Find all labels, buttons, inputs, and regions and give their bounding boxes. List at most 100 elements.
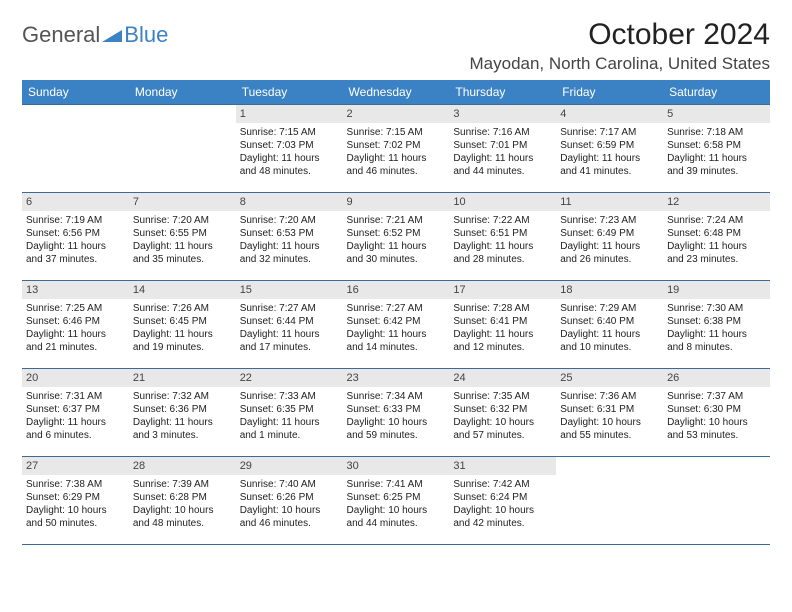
calendar-cell: 22Sunrise: 7:33 AMSunset: 6:35 PMDayligh… xyxy=(236,369,343,457)
day-number: 6 xyxy=(22,193,129,211)
daylight-line: Daylight: 11 hours and 19 minutes. xyxy=(133,328,232,354)
weekday-header: Monday xyxy=(129,80,236,105)
sunrise-line: Sunrise: 7:33 AM xyxy=(240,390,339,403)
calendar-cell: 18Sunrise: 7:29 AMSunset: 6:40 PMDayligh… xyxy=(556,281,663,369)
daylight-line: Daylight: 10 hours and 44 minutes. xyxy=(347,504,446,530)
day-number: 21 xyxy=(129,369,236,387)
sunset-line: Sunset: 7:03 PM xyxy=(240,139,339,152)
sunset-line: Sunset: 6:51 PM xyxy=(453,227,552,240)
daylight-line: Daylight: 10 hours and 48 minutes. xyxy=(133,504,232,530)
daylight-line: Daylight: 11 hours and 21 minutes. xyxy=(26,328,125,354)
calendar-cell xyxy=(22,105,129,193)
daylight-line: Daylight: 10 hours and 55 minutes. xyxy=(560,416,659,442)
sunrise-line: Sunrise: 7:20 AM xyxy=(133,214,232,227)
sunset-line: Sunset: 6:41 PM xyxy=(453,315,552,328)
logo-text-blue: Blue xyxy=(124,22,168,48)
sunrise-line: Sunrise: 7:19 AM xyxy=(26,214,125,227)
daylight-line: Daylight: 11 hours and 1 minute. xyxy=(240,416,339,442)
day-number: 7 xyxy=(129,193,236,211)
sunset-line: Sunset: 6:33 PM xyxy=(347,403,446,416)
daylight-line: Daylight: 11 hours and 41 minutes. xyxy=(560,152,659,178)
sunset-line: Sunset: 6:44 PM xyxy=(240,315,339,328)
calendar-cell: 5Sunrise: 7:18 AMSunset: 6:58 PMDaylight… xyxy=(663,105,770,193)
calendar-cell: 3Sunrise: 7:16 AMSunset: 7:01 PMDaylight… xyxy=(449,105,556,193)
calendar-cell: 1Sunrise: 7:15 AMSunset: 7:03 PMDaylight… xyxy=(236,105,343,193)
calendar-row: 6 Sunrise: 7:19 AMSunset: 6:56 PM Daylight… xyxy=(22,193,770,281)
daylight-line: Daylight: 10 hours and 50 minutes. xyxy=(26,504,125,530)
sunrise-line: Sunrise: 7:36 AM xyxy=(560,390,659,403)
calendar-row: 13Sunrise: 7:25 AMSunset: 6:46 PMDayligh… xyxy=(22,281,770,369)
logo-triangle-icon xyxy=(102,28,122,42)
calendar-cell: 28Sunrise: 7:39 AMSunset: 6:28 PMDayligh… xyxy=(129,457,236,545)
calendar-row: 1Sunrise: 7:15 AMSunset: 7:03 PMDaylight… xyxy=(22,105,770,193)
calendar-cell: 13Sunrise: 7:25 AMSunset: 6:46 PMDayligh… xyxy=(22,281,129,369)
day-number: 31 xyxy=(449,457,556,475)
sunset-line: Sunset: 6:37 PM xyxy=(26,403,125,416)
daylight-line: Daylight: 11 hours and 28 minutes. xyxy=(453,240,552,266)
daylight-line: Daylight: 11 hours and 12 minutes. xyxy=(453,328,552,354)
day-number: 9 xyxy=(343,193,450,211)
sunset-line: Sunset: 6:45 PM xyxy=(133,315,232,328)
daylight-line: Daylight: 11 hours and 6 minutes. xyxy=(26,416,125,442)
daylight-line: Daylight: 10 hours and 42 minutes. xyxy=(453,504,552,530)
sunrise-line: Sunrise: 7:42 AM xyxy=(453,478,552,491)
sunrise-line: Sunrise: 7:23 AM xyxy=(560,214,659,227)
day-number: 30 xyxy=(343,457,450,475)
sunset-line: Sunset: 6:40 PM xyxy=(560,315,659,328)
sunset-line: Sunset: 6:56 PM xyxy=(26,227,125,240)
day-number: 14 xyxy=(129,281,236,299)
daylight-line: Daylight: 11 hours and 39 minutes. xyxy=(667,152,766,178)
calendar-cell: 23 Sunrise: 7:34 AMSunset: 6:33 PMDayligh… xyxy=(343,369,450,457)
daylight-line: Daylight: 10 hours and 46 minutes. xyxy=(240,504,339,530)
sunset-line: Sunset: 6:30 PM xyxy=(667,403,766,416)
day-number: 12 xyxy=(663,193,770,211)
day-number: 29 xyxy=(236,457,343,475)
day-number: 2 xyxy=(343,105,450,123)
sunrise-line: Sunrise: 7:34 AM xyxy=(347,390,446,403)
daylight-line: Daylight: 11 hours and 3 minutes. xyxy=(133,416,232,442)
day-number: 15 xyxy=(236,281,343,299)
day-number: 8 xyxy=(236,193,343,211)
daylight-line: Daylight: 11 hours and 32 minutes. xyxy=(240,240,339,266)
calendar-cell: 24Sunrise: 7:35 AMSunset: 6:32 PMDayligh… xyxy=(449,369,556,457)
daylight-line: Daylight: 10 hours and 57 minutes. xyxy=(453,416,552,442)
calendar-cell: 7Sunrise: 7:20 AMSunset: 6:55 PMDaylight… xyxy=(129,193,236,281)
day-number: 4 xyxy=(556,105,663,123)
logo-text-general: General xyxy=(22,22,100,48)
sunset-line: Sunset: 6:59 PM xyxy=(560,139,659,152)
logo: General Blue xyxy=(22,18,168,48)
sunset-line: Sunset: 6:35 PM xyxy=(240,403,339,416)
sunrise-line: Sunrise: 7:22 AM xyxy=(453,214,552,227)
weekday-header: Saturday xyxy=(663,80,770,105)
sunrise-line: Sunrise: 7:28 AM xyxy=(453,302,552,315)
daylight-line: Daylight: 10 hours and 59 minutes. xyxy=(347,416,446,442)
calendar-row: 20Sunrise: 7:31 AMSunset: 6:37 PMDayligh… xyxy=(22,369,770,457)
calendar-cell xyxy=(556,457,663,545)
calendar-cell: 21Sunrise: 7:32 AMSunset: 6:36 PMDayligh… xyxy=(129,369,236,457)
daylight-line: Daylight: 11 hours and 26 minutes. xyxy=(560,240,659,266)
calendar-cell: 10Sunrise: 7:22 AMSunset: 6:51 PMDayligh… xyxy=(449,193,556,281)
sunrise-line: Sunrise: 7:38 AM xyxy=(26,478,125,491)
calendar-table: Sunday Monday Tuesday Wednesday Thursday… xyxy=(22,80,770,545)
calendar-cell: 30Sunrise: 7:41 AMSunset: 6:25 PMDayligh… xyxy=(343,457,450,545)
sunset-line: Sunset: 6:55 PM xyxy=(133,227,232,240)
sunrise-line: Sunrise: 7:15 AM xyxy=(240,126,339,139)
day-number: 23 xyxy=(343,369,450,387)
sunrise-line: Sunrise: 7:37 AM xyxy=(667,390,766,403)
calendar-cell: 15Sunrise: 7:27 AMSunset: 6:44 PMDayligh… xyxy=(236,281,343,369)
sunrise-line: Sunrise: 7:17 AM xyxy=(560,126,659,139)
weekday-header: Tuesday xyxy=(236,80,343,105)
sunset-line: Sunset: 6:29 PM xyxy=(26,491,125,504)
daylight-line: Daylight: 11 hours and 23 minutes. xyxy=(667,240,766,266)
sunset-line: Sunset: 6:28 PM xyxy=(133,491,232,504)
weekday-header: Sunday xyxy=(22,80,129,105)
daylight-line: Daylight: 10 hours and 53 minutes. xyxy=(667,416,766,442)
sunrise-line: Sunrise: 7:25 AM xyxy=(26,302,125,315)
sunrise-line: Sunrise: 7:15 AM xyxy=(347,126,446,139)
calendar-cell: 9Sunrise: 7:21 AMSunset: 6:52 PMDaylight… xyxy=(343,193,450,281)
sunset-line: Sunset: 7:01 PM xyxy=(453,139,552,152)
calendar-cell: 11Sunrise: 7:23 AMSunset: 6:49 PMDayligh… xyxy=(556,193,663,281)
sunrise-line: Sunrise: 7:31 AM xyxy=(26,390,125,403)
day-number: 25 xyxy=(556,369,663,387)
page-title: October 2024 xyxy=(470,18,771,52)
